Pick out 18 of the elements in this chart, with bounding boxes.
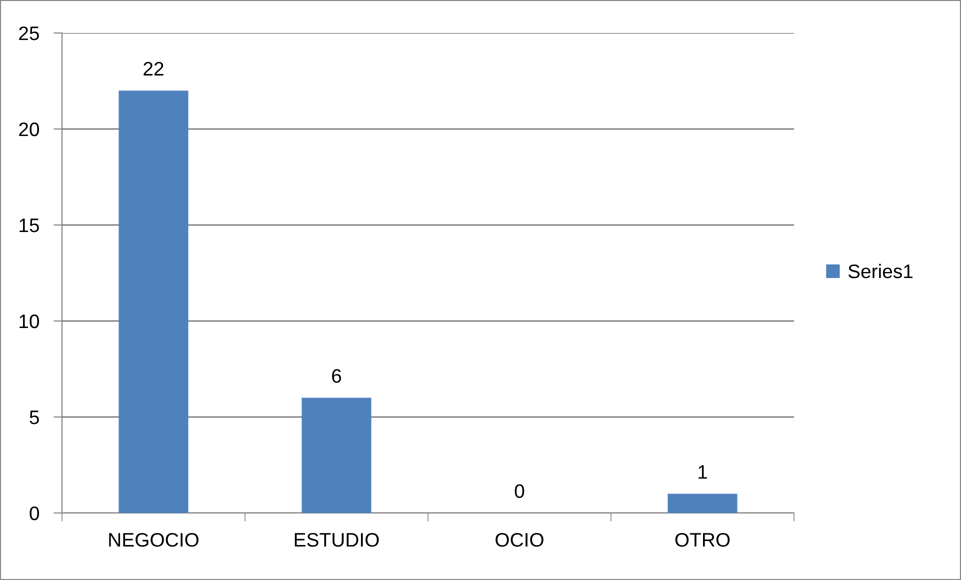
y-tick-label: 10	[20, 314, 40, 328]
y-tick-label: 5	[30, 410, 39, 424]
bar	[118, 90, 188, 513]
x-tick-label: OCIO	[496, 532, 544, 547]
y-tick-label: 15	[20, 218, 39, 232]
data-label: 6	[332, 369, 342, 383]
legend-label: Series1	[848, 264, 913, 278]
data-label: 22	[144, 62, 164, 76]
y-tick-label: 25	[19, 26, 39, 40]
y-tick-label: 20	[19, 122, 40, 136]
data-label: 1	[698, 465, 707, 479]
bar	[668, 494, 738, 513]
y-tick-label: 0	[30, 506, 40, 520]
x-tick-label: ESTUDIO	[294, 532, 379, 547]
data-label: 0	[514, 484, 524, 498]
x-tick-label: NEGOCIO	[109, 532, 198, 547]
bar	[302, 398, 372, 513]
x-tick-label: OTRO	[675, 532, 730, 547]
